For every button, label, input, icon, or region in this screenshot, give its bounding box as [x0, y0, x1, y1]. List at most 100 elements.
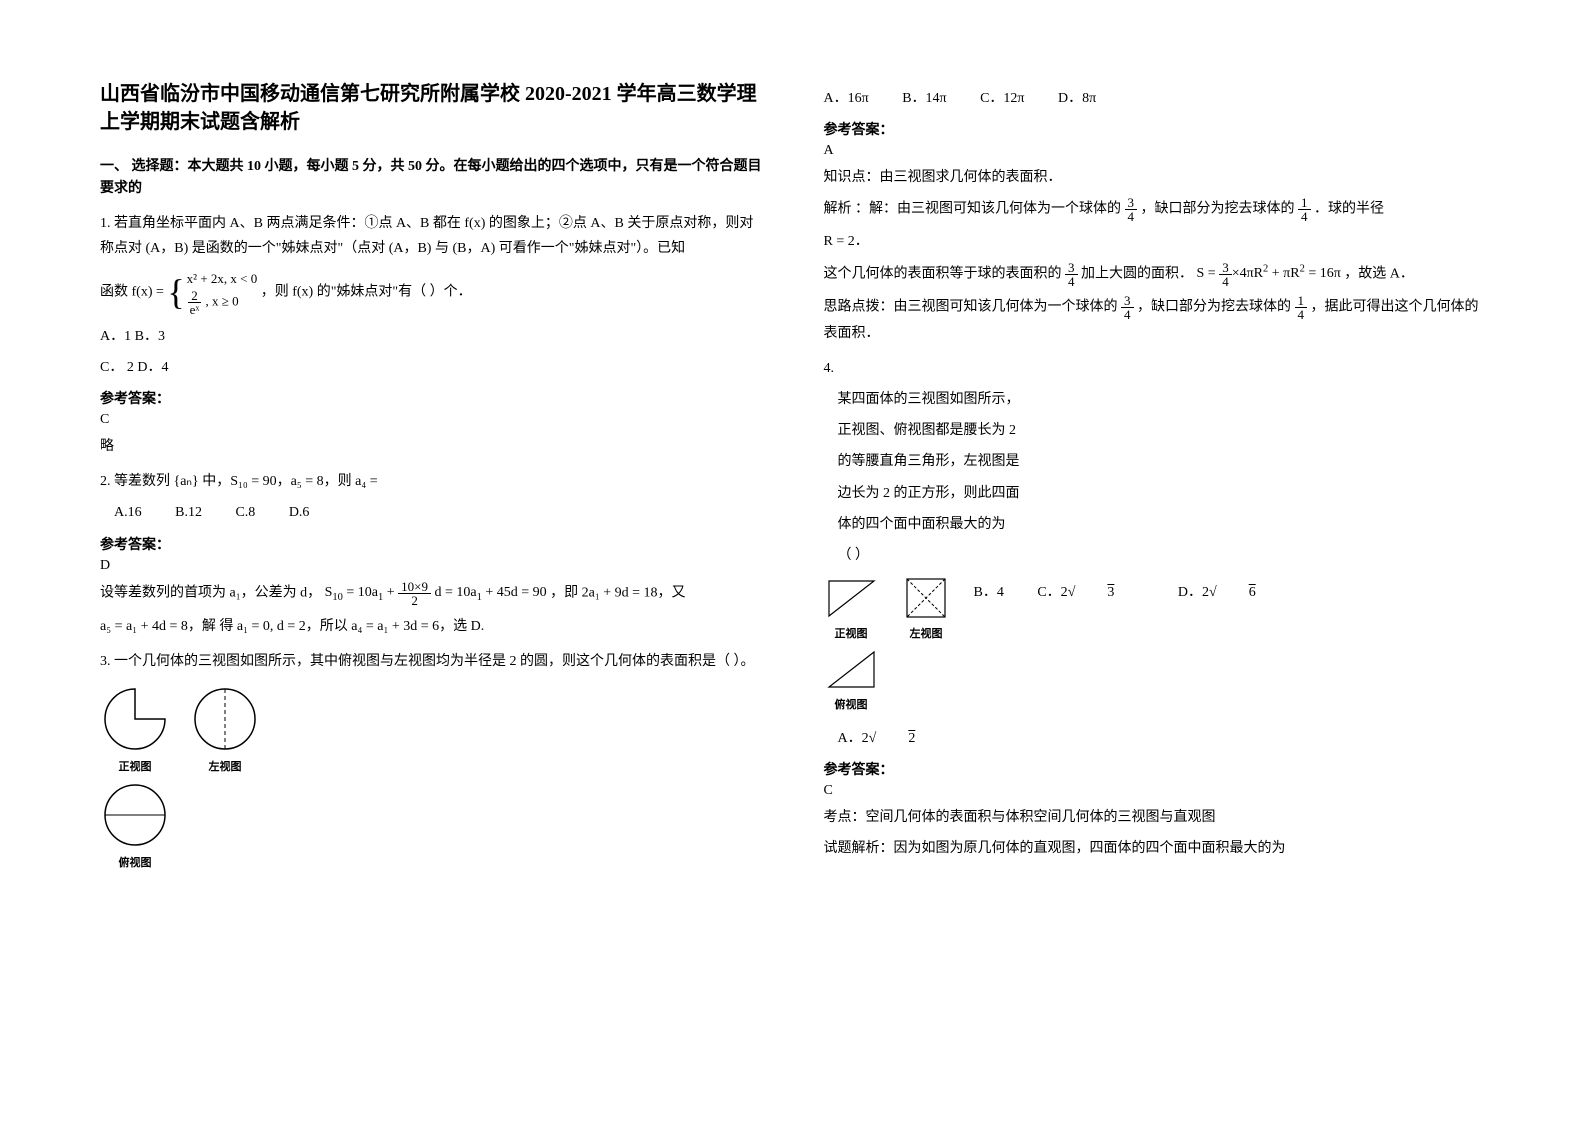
- q1-tail: ，则 f(x) 的"姊妹点对"有（ ）个．: [261, 285, 472, 300]
- q1-answer-label: 参考答案：: [100, 388, 764, 408]
- q2-stem: 2. 等差数列 {aₙ} 中，S₁₀ = 90，a₅ = 8，则 a₄ =: [100, 469, 764, 494]
- q4-view-row-2: 俯视图: [824, 647, 954, 712]
- q1-case2-num: 2: [188, 289, 201, 303]
- q2-expl1: 设等差数列的首项为 a₁，公差为 d， S10 = 10a1 + 10×92 d…: [100, 580, 764, 608]
- q1-piecewise-brace: { x² + 2x, x < 0 2 eˣ , x ≥ 0: [167, 269, 257, 316]
- q4-l2: 正视图、俯视图都是腰长为 2: [838, 418, 1488, 443]
- q1-piecewise: 函数 f(x) = { x² + 2x, x < 0 2 eˣ , x ≥ 0 …: [100, 269, 764, 316]
- q3-expl4-a: 思路点拨：由三视图可知该几何体为一个球体的: [824, 299, 1118, 314]
- q3-choice-a: A．16π: [824, 86, 869, 111]
- q4-front-view: 正视图: [824, 576, 879, 641]
- q1-case1: x² + 2x, x < 0: [187, 269, 258, 289]
- q3-expl1-c: ．球的半径: [1314, 202, 1384, 217]
- q3-expl3: 这个几何体的表面积等于球的表面积的 34 加上大圆的面积． S = 34×4πR…: [824, 261, 1488, 288]
- q4-top-view-icon: [824, 647, 879, 692]
- front-view-icon: [100, 684, 170, 754]
- q4-choice-d: D．26: [1178, 580, 1286, 605]
- q4-front-label: 正视图: [835, 625, 868, 641]
- left-brace-icon: {: [167, 274, 184, 310]
- q4-l6: （ ）: [838, 543, 1488, 568]
- q3-view-row-2: 俯视图: [100, 780, 764, 870]
- frac-14-b: 14: [1295, 294, 1308, 321]
- q4-choice-c: C．23: [1037, 580, 1144, 605]
- right-column: A．16π B．14π C．12π D．8π 参考答案： A 知识点：由三视图求…: [824, 80, 1488, 1042]
- frac-34-a: 34: [1125, 196, 1138, 223]
- q4-choice-a-row: A．22: [838, 726, 1488, 751]
- q1-answer: C: [100, 412, 764, 428]
- q4-top-label: 俯视图: [835, 696, 868, 712]
- q4-answer-label: 参考答案：: [824, 759, 1488, 779]
- q4-left-view: 左视图: [899, 576, 954, 641]
- q4-l4: 边长为 2 的正方形，则此四面: [838, 481, 1488, 506]
- q3-top-label: 俯视图: [119, 854, 152, 870]
- q3-expl1: 解析 ：解：由三视图可知该几何体为一个球体的 34 ，缺口部分为挖去球体的 14…: [824, 196, 1488, 223]
- q3-answer-label: 参考答案：: [824, 119, 1488, 139]
- q4-l5: 体的四个面中面积最大的为: [838, 512, 1488, 537]
- q2-choices: A.16 B.12 C.8 D.6: [114, 500, 764, 525]
- q3-expl4-b: ，缺口部分为挖去球体的: [1137, 299, 1291, 314]
- q1-choices-row1: A．1 B．3: [100, 324, 764, 349]
- q3-expl1-b: ，缺口部分为挖去球体的: [1141, 202, 1295, 217]
- q3-expl2: R = 2．: [824, 229, 1488, 254]
- q2-answer-label: 参考答案：: [100, 534, 764, 554]
- q1-case2-cond: , x ≥ 0: [205, 293, 238, 308]
- q3-left-label: 左视图: [209, 758, 242, 774]
- q3-choice-b: B．14π: [902, 86, 946, 111]
- frac-14-a: 14: [1298, 196, 1311, 223]
- q3-three-views: 正视图 左视图 俯视图: [100, 684, 764, 870]
- q3-expl3-b: 加上大圆的面积．: [1081, 266, 1193, 281]
- q3-stem: 3. 一个几何体的三视图如图所示，其中俯视图与左视图均为半径是 2 的圆，则这个…: [100, 649, 764, 674]
- q3-front-view: 正视图: [100, 684, 170, 774]
- q3-choices: A．16π B．14π C．12π D．8π: [824, 86, 1488, 111]
- left-column: 山西省临汾市中国移动通信第七研究所附属学校 2020-2021 学年高三数学理上…: [100, 80, 764, 1042]
- q2-choice-a: A.16: [114, 500, 142, 525]
- section-1-header: 一、 选择题：本大题共 10 小题，每小题 5 分，共 50 分。在每小题给出的…: [100, 156, 764, 201]
- q2-expl1-formula: S10 = 10a1 + 10×92 d = 10a1 + 45d = 90: [325, 585, 547, 600]
- q4-answer: C: [824, 783, 1488, 799]
- q3-view-row-1: 正视图 左视图: [100, 684, 764, 774]
- q1-fx-prefix: 函数 f(x) =: [100, 285, 167, 300]
- q4-top-view: 俯视图: [824, 647, 879, 712]
- q4-left-view-icon: [899, 576, 954, 621]
- q4-expl: 试题解析：因为如图为原几何体的直观图，四面体的四个面中面积最大的为: [824, 836, 1488, 861]
- q4-choice-b: B．4: [974, 580, 1004, 605]
- q2-expl1-b: ，即 2a₁ + 9d = 18，又: [550, 585, 685, 600]
- q2-choice-d: D.6: [289, 500, 310, 525]
- q3-choice-d: D．8π: [1058, 86, 1096, 111]
- q2-expl1-a: 设等差数列的首项为 a₁，公差为 d，: [100, 585, 321, 600]
- q4-num: 4.: [824, 356, 1488, 381]
- q4-figure-and-choices: 正视图 左视图 俯视图: [824, 576, 1488, 718]
- q1-stem: 1. 若直角坐标平面内 A、B 两点满足条件：①点 A、B 都在 f(x) 的图…: [100, 211, 764, 261]
- q3-top-view: 俯视图: [100, 780, 170, 870]
- q3-left-view: 左视图: [190, 684, 260, 774]
- q2-expl2: a₅ = a₁ + 4d = 8，解 得 a₁ = 0, d = 2，所以 a₄…: [100, 614, 764, 639]
- q4-knowledge-point: 考点：空间几何体的表面积与体积空间几何体的三视图与直观图: [824, 805, 1488, 830]
- q3-expl4: 思路点拨：由三视图可知该几何体为一个球体的 34 ，缺口部分为挖去球体的 14 …: [824, 294, 1488, 346]
- top-view-icon: [100, 780, 170, 850]
- q4-choices-row: B．4 C．23 D．26: [974, 580, 1316, 605]
- q2-choice-b: B.12: [175, 500, 202, 525]
- q1-choices-row2: C． 2 D．4: [100, 355, 764, 380]
- q4-view-row-1: 正视图 左视图: [824, 576, 954, 641]
- q3-expl3-a: 这个几何体的表面积等于球的表面积的: [824, 266, 1062, 281]
- q1-case2-den: eˣ: [187, 303, 203, 316]
- left-view-icon: [190, 684, 260, 754]
- q4-choice-a: A．22: [838, 726, 946, 751]
- q4-left-label: 左视图: [910, 625, 943, 641]
- q3-choice-c: C．12π: [980, 86, 1024, 111]
- q4-three-views: 正视图 左视图 俯视图: [824, 576, 954, 718]
- q4-l1: 某四面体的三视图如图所示，: [838, 387, 1488, 412]
- q3-knowledge-point: 知识点：由三视图求几何体的表面积．: [824, 165, 1488, 190]
- q3-expl3-formula: S = 34×4πR2 + πR2 = 16π: [1197, 266, 1341, 281]
- q1-cases: x² + 2x, x < 0 2 eˣ , x ≥ 0: [187, 269, 258, 316]
- q1-case2-frac: 2 eˣ: [187, 289, 203, 316]
- document-title: 山西省临汾市中国移动通信第七研究所附属学校 2020-2021 学年高三数学理上…: [100, 80, 764, 136]
- q2-answer: D: [100, 558, 764, 574]
- q3-front-label: 正视图: [119, 758, 152, 774]
- q4-front-view-icon: [824, 576, 879, 621]
- q3-answer: A: [824, 143, 1488, 159]
- q3-expl3-c: ，故选 A．: [1344, 266, 1414, 281]
- q1-note: 略: [100, 434, 764, 459]
- q3-expl1-a: 解析 ：解：由三视图可知该几何体为一个球体的: [824, 202, 1122, 217]
- q1-case2: 2 eˣ , x ≥ 0: [187, 289, 258, 316]
